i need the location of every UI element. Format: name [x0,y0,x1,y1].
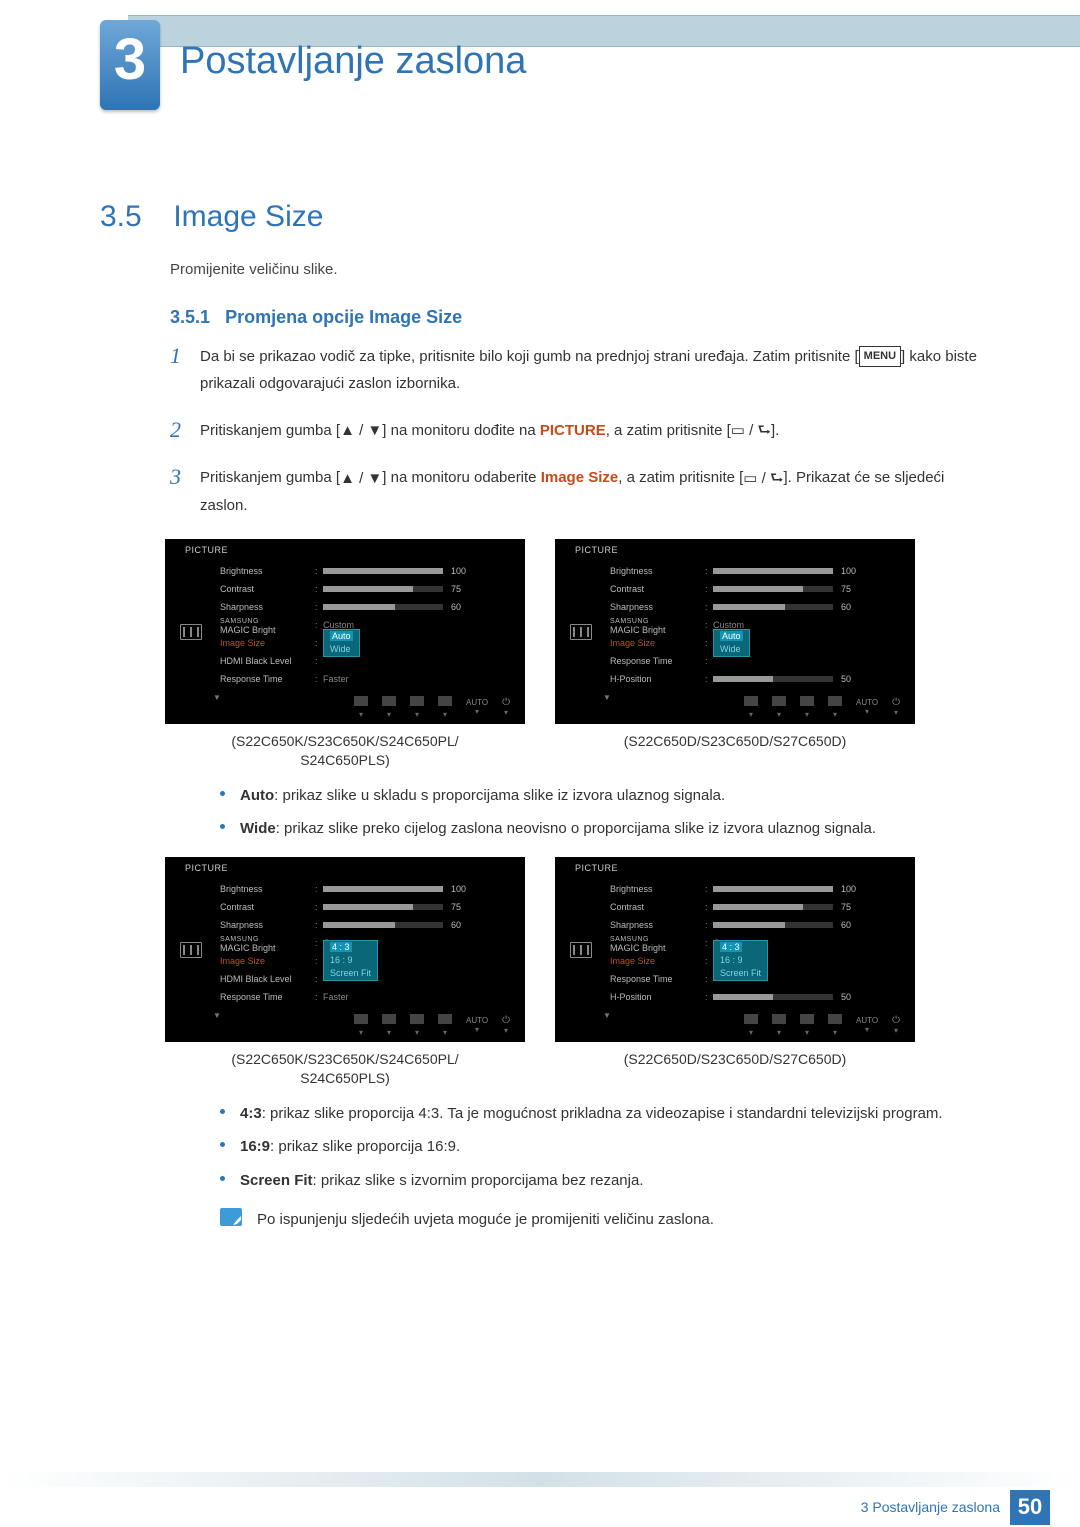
step-number: 3 [170,464,200,490]
mode-icon: ▭ / ⮑ [743,465,783,492]
menu-block: PICTURE Brightness:100 Contrast:75 Sharp… [555,857,915,1089]
step-number: 1 [170,343,200,369]
footer-breadcrumb: 3 Postavljanje zaslona [861,1499,1000,1515]
osd-nav-bar: ▾ ▾ ▾ ▾ AUTO▾ ⏻▾ [610,1014,900,1037]
submenu-dropdown: 4 : 3 16 : 9 Screen Fit [713,940,768,981]
step-item: 1 Da bi se prikazao vodič za tipke, prit… [170,343,980,397]
page-footer: 3 Postavljanje zaslona 50 [0,1472,1080,1527]
menu-block: PICTURE Brightness:100 Contrast:75 Sharp… [165,539,525,771]
note-icon [220,1208,242,1226]
picture-icon [180,942,202,958]
bullet-dot-icon [220,1109,225,1114]
bullet-item: Wide: prikaz slike preko cijelog zaslona… [220,816,980,842]
section-number: 3.5 [100,200,165,234]
chapter-badge: 3 [100,20,160,110]
subsection-title: Promjena opcije Image Size [225,307,462,327]
picture-icon [570,942,592,958]
step-item: 3 Pritiskanjem gumba [▲ / ▼] na monitoru… [170,464,980,519]
image-size-label: Image Size [541,469,619,486]
osd-tab: PICTURE [575,863,618,873]
bullet-list: Auto: prikaz slike u skladu s proporcija… [220,783,980,842]
osd-tab: PICTURE [575,545,618,555]
osd-menu-panel: PICTURE Brightness:100 Contrast:75 Sharp… [555,857,915,1042]
steps-list: 1 Da bi se prikazao vodič za tipke, prit… [170,343,980,519]
osd-nav-bar: ▾ ▾ ▾ ▾ AUTO▾ ⏻▾ [220,696,510,719]
section-title: Image Size [173,200,323,233]
bullet-dot-icon [220,1142,225,1147]
bullet-item: Screen Fit: prikaz slike s izvornim prop… [220,1168,980,1194]
menu-caption: (S22C650K/S23C650K/S24C650PL/ S24C650PLS… [165,1050,525,1089]
step-body: Da bi se prikazao vodič za tipke, pritis… [200,343,980,397]
page-container: 3 Postavljanje zaslona 3.5 Image Size Pr… [0,0,1080,1527]
updown-icon: ▲ / ▼ [340,417,382,444]
osd-nav-bar: ▾ ▾ ▾ ▾ AUTO▾ ⏻▾ [610,696,900,719]
step-item: 2 Pritiskanjem gumba [▲ / ▼] na monitoru… [170,417,980,445]
menu-key-icon: MENU [859,346,901,368]
note-row: Po ispunjenju sljedećih uvjeta moguće je… [220,1208,980,1232]
picture-label: PICTURE [540,422,606,439]
submenu-dropdown: Auto Wide [713,629,750,657]
bullet-item: Auto: prikaz slike u skladu s proporcija… [220,783,980,809]
menu-caption: (S22C650K/S23C650K/S24C650PL/ S24C650PLS… [165,732,525,771]
menu-caption: (S22C650D/S23C650D/S27C650D) [555,732,915,752]
intro-text: Promijenite veličinu slike. [170,259,980,282]
step-body: Pritiskanjem gumba [▲ / ▼] na monitoru d… [200,417,980,445]
bullet-item: 16:9: prikaz slike proporcija 16:9. [220,1134,980,1160]
osd-tab: PICTURE [185,545,228,555]
bullet-item: 4:3: prikaz slike proporcija 4:3. Ta je … [220,1101,980,1127]
menu-caption: (S22C650D/S23C650D/S27C650D) [555,1050,915,1070]
submenu-dropdown: Auto Wide [323,629,360,657]
step-number: 2 [170,417,200,443]
top-bar: 3 Postavljanje zaslona [0,0,1080,50]
osd-menu-panel: PICTURE Brightness:100 Contrast:75 Sharp… [165,539,525,724]
note-text: Po ispunjenju sljedećih uvjeta moguće je… [257,1208,714,1232]
content-area: 3.5 Image Size Promijenite veličinu slik… [0,50,1080,1232]
chapter-title: Postavljanje zaslona [180,40,526,83]
page-number: 50 [1010,1490,1050,1525]
picture-icon [180,624,202,640]
submenu-dropdown: 4 : 3 16 : 9 Screen Fit [323,940,378,981]
subsection-number: 3.5.1 [170,307,210,327]
osd-menu-panel: PICTURE Brightness:100 Contrast:75 Sharp… [555,539,915,724]
mode-icon: ▭ / ⮑ [731,417,771,444]
step-body: Pritiskanjem gumba [▲ / ▼] na monitoru o… [200,464,980,519]
footer-divider [0,1472,1080,1487]
osd-menu-panel: PICTURE Brightness:100 Contrast:75 Sharp… [165,857,525,1042]
bullet-list: 4:3: prikaz slike proporcija 4:3. Ta je … [220,1101,980,1194]
picture-icon [570,624,592,640]
subsection-heading: 3.5.1 Promjena opcije Image Size [170,307,980,328]
chapter-number: 3 [100,20,160,93]
osd-tab: PICTURE [185,863,228,873]
bullet-dot-icon [220,791,225,796]
osd-nav-bar: ▾ ▾ ▾ ▾ AUTO▾ ⏻▾ [220,1014,510,1037]
bullet-dot-icon [220,824,225,829]
section-heading: 3.5 Image Size [100,200,980,234]
updown-icon: ▲ / ▼ [340,465,382,492]
menu-block: PICTURE Brightness:100 Contrast:75 Sharp… [555,539,915,771]
menu-row: PICTURE Brightness:100 Contrast:75 Sharp… [100,539,980,771]
bullet-dot-icon [220,1176,225,1181]
menu-block: PICTURE Brightness:100 Contrast:75 Sharp… [165,857,525,1089]
menu-row: PICTURE Brightness:100 Contrast:75 Sharp… [100,857,980,1089]
